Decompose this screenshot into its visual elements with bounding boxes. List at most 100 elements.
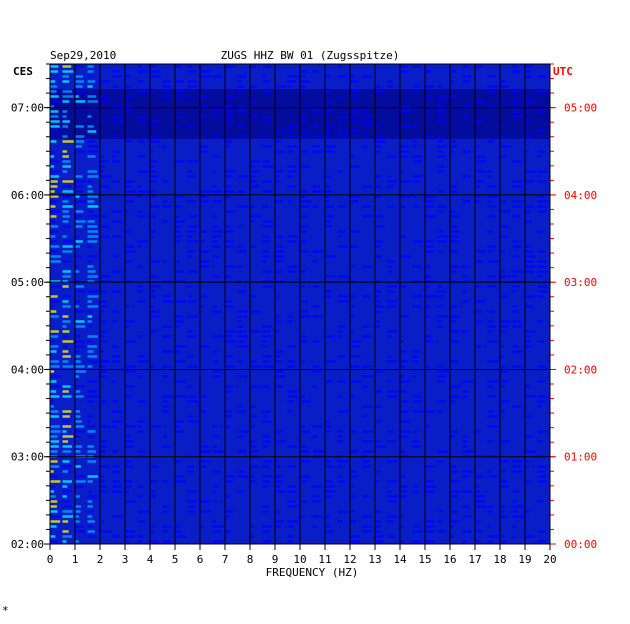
spectrogram-cell	[475, 490, 481, 493]
spectrogram-cell	[125, 535, 135, 538]
spectrogram-cell	[237, 470, 246, 473]
spectrogram-cell	[150, 230, 156, 233]
spectrogram-cell	[437, 150, 444, 153]
spectrogram-cell	[387, 290, 396, 293]
spectrogram-cell	[300, 70, 308, 73]
spectrogram-cell	[50, 215, 57, 218]
spectrogram-cell	[162, 510, 168, 513]
spectrogram-cell	[337, 95, 343, 98]
spectrogram-cell	[262, 420, 272, 423]
spectrogram-cell	[425, 240, 434, 243]
spectrogram-cell	[337, 120, 342, 123]
spectrogram-cell	[62, 395, 72, 398]
spectrogram-cell	[87, 270, 96, 273]
spectrogram-cell	[237, 375, 248, 378]
spectrogram-cell	[150, 195, 157, 198]
spectrogram-cell	[325, 465, 335, 468]
spectrogram-cell	[537, 480, 547, 483]
spectrogram-cell	[62, 510, 73, 513]
spectrogram-cell	[125, 385, 135, 388]
spectrogram-cell	[50, 460, 58, 463]
spectrogram-cell	[450, 280, 455, 283]
spectrogram-cell	[512, 460, 523, 463]
spectrogram-cell	[337, 520, 343, 523]
spectrogram-cell	[112, 155, 117, 158]
spectrogram-cell	[437, 145, 447, 148]
spectrogram-cell	[412, 485, 418, 488]
spectrogram-cell	[250, 360, 257, 363]
spectrogram-cell	[437, 115, 445, 118]
spectrogram-cell	[237, 110, 248, 113]
spectrogram-cell	[287, 235, 299, 238]
spectrogram-cell	[350, 95, 360, 98]
spectrogram-cell	[200, 240, 205, 243]
spectrogram-cell	[350, 115, 355, 118]
spectrogram-cell	[262, 235, 269, 238]
left-tick-label: 02:00	[11, 538, 44, 551]
spectrogram-cell	[450, 480, 461, 483]
spectrogram-cell	[450, 235, 459, 238]
right-tick-label: 03:00	[564, 276, 597, 289]
spectrogram-cell	[425, 520, 435, 523]
spectrogram-cell	[362, 365, 372, 368]
spectrogram-cell	[162, 180, 168, 183]
spectrogram-cell	[337, 170, 343, 173]
spectrogram-cell	[125, 280, 131, 283]
x-tick-label: 3	[122, 553, 129, 566]
spectrogram-cell	[50, 405, 54, 408]
spectrogram-cell	[325, 215, 334, 218]
spectrogram-cell	[87, 180, 93, 183]
spectrogram-cell	[237, 330, 247, 333]
spectrogram-cell	[237, 290, 246, 293]
spectrogram-cell	[300, 430, 310, 433]
spectrogram-cell	[425, 530, 435, 533]
spectrogram-cell	[225, 245, 233, 248]
spectrogram-cell	[462, 280, 470, 283]
spectrogram-cell	[137, 195, 142, 198]
spectrogram-cell	[350, 155, 356, 158]
spectrogram-cell	[475, 310, 483, 313]
spectrogram-cell	[212, 75, 222, 78]
spectrogram-cell	[412, 85, 420, 88]
spectrogram-cell	[75, 285, 84, 288]
spectrogram-cell	[312, 110, 322, 113]
spectrogram-cell	[525, 415, 532, 418]
spectrogram-cell	[437, 110, 446, 113]
spectrogram-cell	[337, 205, 346, 208]
spectrogram-cell	[487, 205, 497, 208]
spectrogram-cell	[162, 435, 168, 438]
spectrogram-cell	[450, 315, 461, 318]
right-tick-label: 04:00	[564, 189, 597, 202]
spectrogram-cell	[362, 110, 368, 113]
spectrogram-cell	[437, 450, 449, 453]
spectrogram-cell	[487, 475, 497, 478]
spectrogram-cell	[125, 530, 136, 533]
spectrogram-cell	[487, 535, 499, 538]
spectrogram-cell	[112, 355, 120, 358]
spectrogram-cell	[100, 120, 106, 123]
spectrogram-cell	[450, 145, 458, 148]
spectrogram-cell	[250, 385, 260, 388]
spectrogram-cell	[400, 420, 410, 423]
spectrogram-cell	[487, 195, 499, 198]
spectrogram-cell	[100, 175, 112, 178]
spectrogram-cell	[350, 120, 361, 123]
spectrogram-cell	[537, 180, 547, 183]
spectrogram-cell	[100, 445, 107, 448]
spectrogram-cell	[250, 215, 261, 218]
spectrogram-cell	[400, 390, 408, 393]
spectrogram-cell	[300, 215, 308, 218]
spectrogram-cell	[87, 70, 94, 73]
spectrogram-cell	[112, 400, 119, 403]
x-tick-label: 4	[147, 553, 154, 566]
spectrogram-cell	[237, 410, 246, 413]
spectrogram-cell	[412, 355, 419, 358]
spectrogram-cell	[337, 435, 342, 438]
spectrogram-cell	[137, 430, 143, 433]
spectrogram-cell	[312, 370, 322, 373]
spectrogram-cell	[325, 360, 337, 363]
spectrogram-cell	[325, 425, 332, 428]
spectrogram-cell	[275, 255, 284, 258]
spectrogram-cell	[150, 490, 155, 493]
spectrogram-cell	[375, 195, 382, 198]
